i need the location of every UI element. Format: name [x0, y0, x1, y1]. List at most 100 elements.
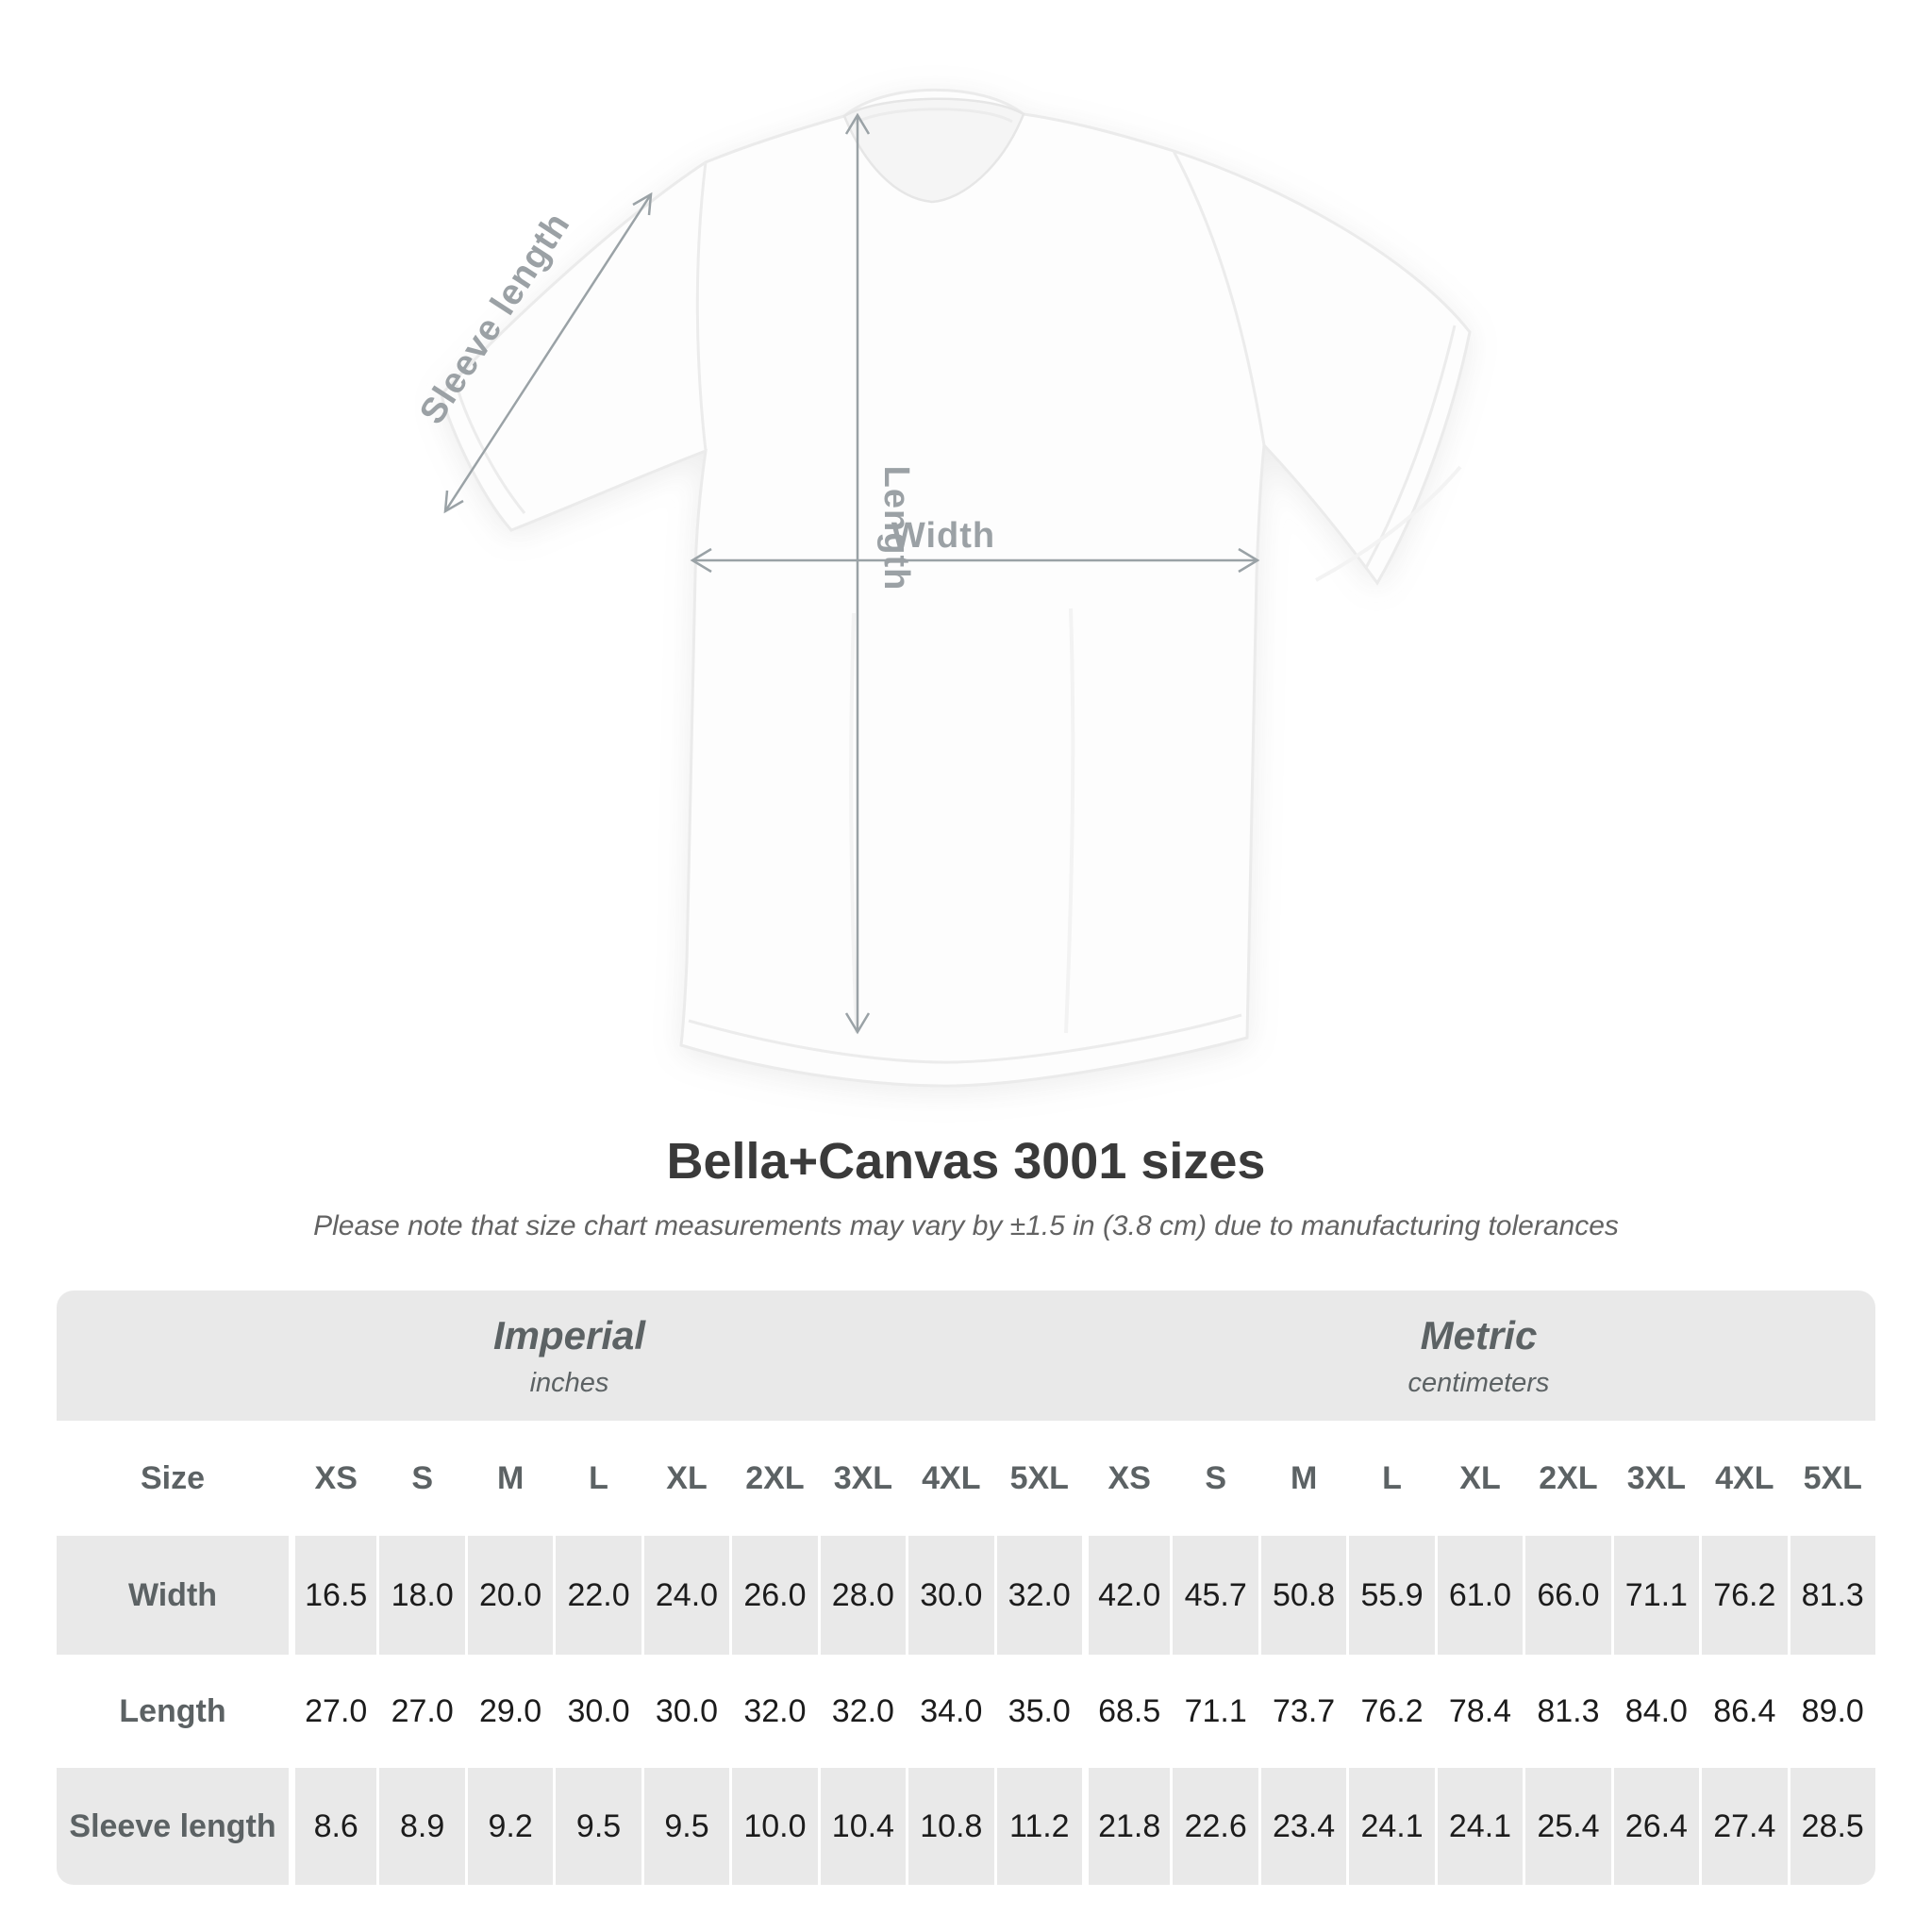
value-cell: 24.0: [641, 1536, 730, 1655]
group-header-metric: Metric centimeters: [1081, 1291, 1875, 1421]
size-header: 3XL: [817, 1421, 906, 1536]
tshirt-illustration: [440, 88, 1472, 1088]
value-cell: 10.8: [906, 1768, 994, 1885]
value-cell: 86.4: [1699, 1655, 1787, 1768]
size-header: 5XL: [1787, 1421, 1875, 1536]
sleeve-length-arrow: [443, 192, 653, 514]
group-title-imperial: Imperial: [492, 1312, 646, 1357]
group-title-metric: Metric: [1420, 1312, 1538, 1357]
corner-header: Size: [140, 1459, 206, 1496]
value-cell: 55.9: [1346, 1536, 1435, 1655]
value-cell: 32.0: [817, 1655, 906, 1768]
tshirt-collar: [842, 97, 1025, 204]
size-header: XS: [289, 1421, 376, 1536]
value-cell: 78.4: [1434, 1655, 1523, 1768]
size-table: Imperial inches Metric centimeters Size …: [57, 1291, 1875, 1885]
value-cell: 76.2: [1346, 1655, 1434, 1768]
value-cell: 28.0: [817, 1536, 907, 1655]
value-cell: 8.9: [376, 1768, 465, 1885]
size-header: M: [464, 1421, 553, 1536]
size-header: 5XL: [993, 1421, 1082, 1536]
size-header: XS: [1081, 1421, 1170, 1536]
value-cell: 68.5: [1081, 1655, 1170, 1768]
group-header-imperial: Imperial inches: [57, 1291, 1082, 1421]
value-cell: 50.8: [1257, 1536, 1347, 1655]
size-header: 2XL: [1523, 1421, 1610, 1536]
size-header: L: [553, 1421, 641, 1536]
value-cell: 30.0: [641, 1655, 729, 1768]
size-header: S: [1170, 1421, 1257, 1536]
value-cell: 35.0: [993, 1655, 1082, 1768]
value-cell: 28.5: [1787, 1768, 1875, 1885]
size-header: 4XL: [1699, 1421, 1787, 1536]
value-cell: 9.5: [641, 1768, 730, 1885]
length-label: Length: [876, 466, 916, 591]
value-cell: 9.5: [553, 1768, 641, 1885]
value-cell: 81.3: [1787, 1536, 1875, 1655]
value-cell: 8.6: [289, 1768, 377, 1885]
value-cell: 73.7: [1257, 1655, 1346, 1768]
value-cell: 84.0: [1610, 1655, 1699, 1768]
value-cell: 26.4: [1610, 1768, 1700, 1885]
size-header: 3XL: [1610, 1421, 1699, 1536]
left-cuff-seam: [455, 384, 526, 514]
value-cell: 23.4: [1257, 1768, 1347, 1885]
row-label-width: Width: [57, 1536, 289, 1655]
size-header: L: [1346, 1421, 1434, 1536]
value-cell: 27.0: [376, 1655, 464, 1768]
group-unit-metric: centimeters: [1407, 1367, 1550, 1398]
value-cell: 30.0: [906, 1536, 994, 1655]
value-cell: 9.2: [464, 1768, 554, 1885]
value-cell: 24.1: [1434, 1768, 1524, 1885]
body-crease-left: [849, 612, 858, 1034]
collar-rib-seam: [853, 108, 1013, 125]
value-cell: 45.7: [1170, 1536, 1258, 1655]
hem-seam: [688, 1013, 1242, 1064]
size-header: 4XL: [906, 1421, 993, 1536]
size-header: XL: [641, 1421, 729, 1536]
value-cell: 24.1: [1346, 1768, 1435, 1885]
value-cell: 32.0: [993, 1536, 1082, 1655]
value-cell: 11.2: [993, 1768, 1082, 1885]
size-header: M: [1257, 1421, 1346, 1536]
value-cell: 27.4: [1699, 1768, 1788, 1885]
value-cell: 27.0: [289, 1655, 376, 1768]
size-header: 2XL: [729, 1421, 817, 1536]
value-cell: 10.4: [817, 1768, 907, 1885]
value-cell: 71.1: [1610, 1536, 1700, 1655]
value-cell: 32.0: [729, 1655, 817, 1768]
right-sleeve-seam: [1172, 150, 1266, 446]
length-arrow: [844, 112, 871, 1035]
group-unit-imperial: inches: [529, 1367, 609, 1398]
value-cell: 18.0: [376, 1536, 465, 1655]
width-arrow: [690, 547, 1260, 574]
value-cell: 81.3: [1523, 1655, 1610, 1768]
value-cell: 42.0: [1081, 1536, 1171, 1655]
tshirt-silhouette: [440, 88, 1472, 1088]
row-label-length: Length: [119, 1692, 226, 1729]
value-cell: 30.0: [553, 1655, 641, 1768]
value-cell: 16.5: [289, 1536, 377, 1655]
value-cell: 26.0: [729, 1536, 818, 1655]
right-sleeve-fold: [1315, 465, 1462, 582]
tshirt-measurement-diagram: Sleeve length Length Width: [412, 88, 1472, 1088]
value-cell: 76.2: [1699, 1536, 1788, 1655]
left-sleeve-seam: [695, 161, 708, 452]
page-title: Bella+Canvas 3001 sizes: [666, 1133, 1266, 1190]
value-cell: 25.4: [1523, 1768, 1611, 1885]
size-header: S: [376, 1421, 464, 1536]
value-cell: 10.0: [729, 1768, 818, 1885]
size-header: XL: [1434, 1421, 1523, 1536]
value-cell: 61.0: [1434, 1536, 1524, 1655]
value-cell: 21.8: [1081, 1768, 1171, 1885]
row-label-sleeve-length: Sleeve length: [57, 1768, 289, 1885]
value-cell: 66.0: [1523, 1536, 1611, 1655]
width-label: Width: [891, 516, 995, 556]
body-crease-right: [1064, 608, 1075, 1034]
value-cell: 71.1: [1170, 1655, 1257, 1768]
value-cell: 20.0: [464, 1536, 554, 1655]
value-cell: 89.0: [1787, 1655, 1875, 1768]
value-cell: 29.0: [464, 1655, 553, 1768]
value-cell: 22.0: [553, 1536, 641, 1655]
